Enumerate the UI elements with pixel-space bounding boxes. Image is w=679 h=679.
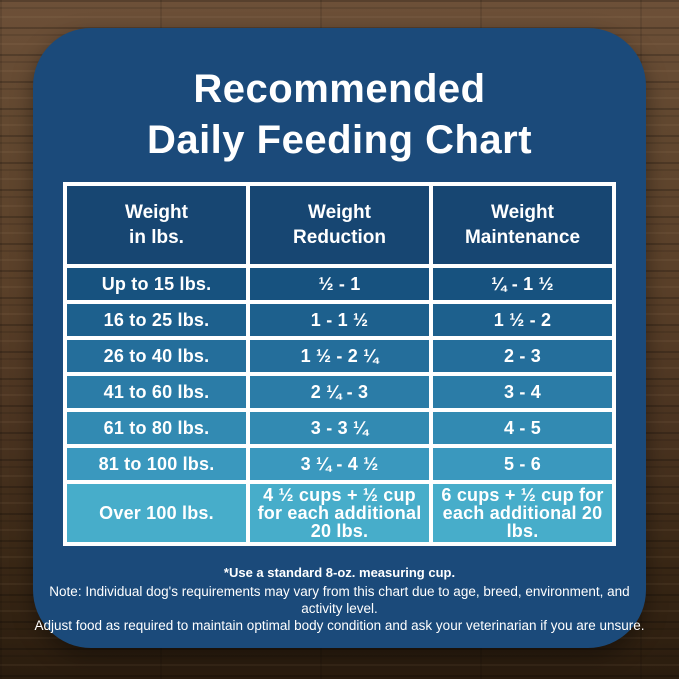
maintenance-cell: 1 ½ - 2 <box>429 300 616 340</box>
header-weight-reduction: Weight Reduction <box>246 182 433 268</box>
weight-range-cell: 26 to 40 lbs. <box>63 336 250 376</box>
maintenance-cell: 5 - 6 <box>429 444 616 484</box>
maintenance-cell: 6 cups + ½ cup for each additional 20 lb… <box>429 480 616 546</box>
measuring-cup-note: *Use a standard 8-oz. measuring cup. <box>223 565 456 580</box>
weight-range-cell: 81 to 100 lbs. <box>63 444 250 484</box>
reduction-cell: ½ - 1 <box>246 264 433 304</box>
footer-notes: *Use a standard 8-oz. measuring cup. Not… <box>33 565 646 634</box>
feeding-table: Weight in lbs. Weight Reduction Weight M… <box>63 182 616 546</box>
table-header-row: Weight in lbs. Weight Reduction Weight M… <box>63 182 616 268</box>
weight-range-cell: 41 to 60 lbs. <box>63 372 250 412</box>
table-row: 26 to 40 lbs. 1 ½ - 2 ¼ 2 - 3 <box>63 336 616 376</box>
maintenance-cell: 2 - 3 <box>429 336 616 376</box>
table-row: Over 100 lbs. 4 ½ cups + ½ cup for each … <box>63 480 616 546</box>
maintenance-cell: 3 - 4 <box>429 372 616 412</box>
page-title-line2: Daily Feeding Chart <box>146 118 533 162</box>
disclaimer-line2: Adjust food as required to maintain opti… <box>34 618 645 633</box>
page-title-line1: Recommended <box>193 67 486 111</box>
header-weight-maintenance: Weight Maintenance <box>429 182 616 268</box>
weight-range-cell: 61 to 80 lbs. <box>63 408 250 448</box>
maintenance-cell: 4 - 5 <box>429 408 616 448</box>
reduction-cell: 1 ½ - 2 ¼ <box>246 336 433 376</box>
maintenance-cell: ¼ - 1 ½ <box>429 264 616 304</box>
reduction-cell: 1 - 1 ½ <box>246 300 433 340</box>
weight-range-cell: 16 to 25 lbs. <box>63 300 250 340</box>
reduction-cell: 4 ½ cups + ½ cup for each additional 20 … <box>246 480 433 546</box>
header-weight: Weight in lbs. <box>63 182 250 268</box>
table-row: 16 to 25 lbs. 1 - 1 ½ 1 ½ - 2 <box>63 300 616 340</box>
table-row: 81 to 100 lbs. 3 ¼ - 4 ½ 5 - 6 <box>63 444 616 484</box>
page-title: Recommended Daily Feeding Chart <box>33 64 646 166</box>
feeding-chart-card: Recommended Daily Feeding Chart Weight i… <box>33 28 646 648</box>
disclaimer-line1: Note: Individual dog's requirements may … <box>49 584 630 616</box>
weight-range-cell: Over 100 lbs. <box>63 480 250 546</box>
table-row: 41 to 60 lbs. 2 ¼ - 3 3 - 4 <box>63 372 616 412</box>
weight-range-cell: Up to 15 lbs. <box>63 264 250 304</box>
table-row: 61 to 80 lbs. 3 - 3 ¼ 4 - 5 <box>63 408 616 448</box>
reduction-cell: 2 ¼ - 3 <box>246 372 433 412</box>
reduction-cell: 3 - 3 ¼ <box>246 408 433 448</box>
table-row: Up to 15 lbs. ½ - 1 ¼ - 1 ½ <box>63 264 616 304</box>
reduction-cell: 3 ¼ - 4 ½ <box>246 444 433 484</box>
